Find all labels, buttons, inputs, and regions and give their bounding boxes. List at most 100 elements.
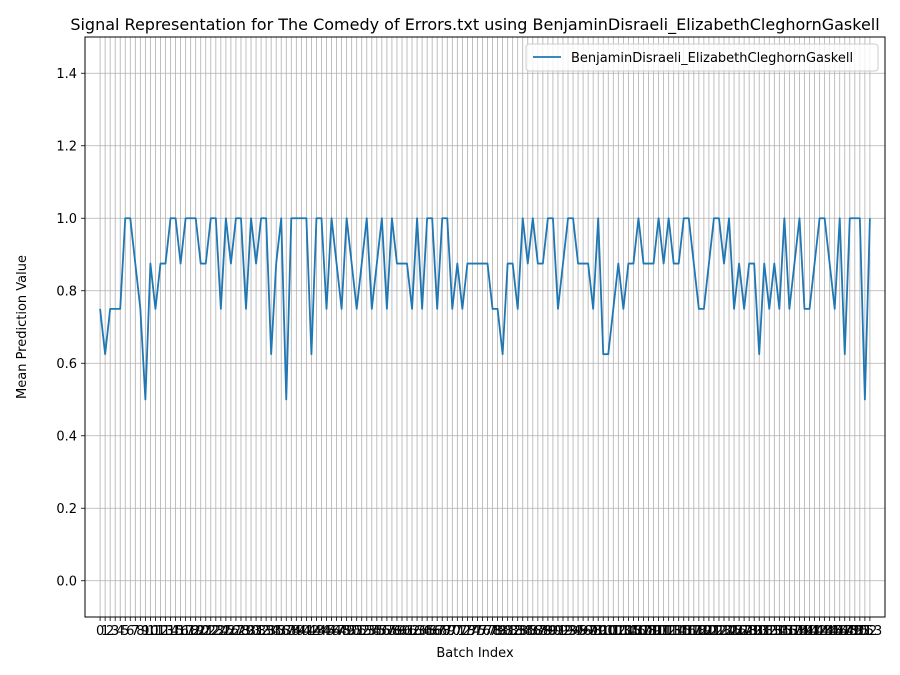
x-tick-label: 13 [157,624,174,639]
x-tick-label: 111 [646,624,671,639]
x-tick-label: 118 [681,624,706,639]
x-tick-label: 109 [636,624,661,639]
x-tick-label: 39 [288,624,305,639]
x-tick-label: 57 [379,624,396,639]
x-axis-label: Batch Index [436,646,514,661]
x-tick-label: 94 [565,624,582,639]
x-tick-label: 45 [318,624,335,639]
x-tick-label: 14 [162,624,179,639]
x-tick-label: 35 [268,624,285,639]
x-tick-label: 62 [404,624,421,639]
x-tick-label: 147 [827,624,852,639]
x-tick-label: 107 [626,624,651,639]
x-tick-label: 121 [696,624,721,639]
x-tick-label: 126 [722,624,747,639]
x-tick-label: 97 [580,624,597,639]
legend-box [525,43,879,72]
x-tick-label: 69 [439,624,456,639]
x-tick-label: 37 [278,624,295,639]
x-tick-label: 138 [782,624,807,639]
x-tick-label: 40 [293,624,310,639]
x-tick-label: 44 [313,624,330,639]
x-tick-label: 128 [732,624,757,639]
x-tick-label: 127 [727,624,752,639]
x-tick-label: 5 [121,624,129,639]
plot-frame [84,36,886,618]
x-tick-label: 9 [141,624,149,639]
x-tick-label: 1 [101,624,109,639]
x-tick-label: 54 [364,624,381,639]
x-tick-label: 123 [707,624,732,639]
x-tick-label: 134 [762,624,787,639]
x-tick-label: 139 [787,624,812,639]
y-tick-label: 1.0 [56,212,77,227]
x-tick-label: 59 [389,624,406,639]
x-tick-label: 64 [414,624,431,639]
legend-label: BenjaminDisraeli_ElizabethCleghornGaskel… [571,51,853,66]
x-tick-label: 146 [822,624,847,639]
x-tick-label: 100 [591,624,616,639]
x-tick-label: 2 [106,624,114,639]
x-tick-label: 75 [469,624,486,639]
x-tick-label: 93 [560,624,577,639]
x-tick-label: 143 [807,624,832,639]
x-tick-label: 52 [353,624,370,639]
x-tick-label: 140 [792,624,817,639]
x-tick-label: 130 [742,624,767,639]
x-tick-label: 80 [494,624,511,639]
x-tick-label: 152 [852,624,877,639]
x-tick-label: 116 [671,624,696,639]
x-tick-label: 33 [258,624,275,639]
x-tick-label: 66 [424,624,441,639]
y-tick-label: 0.8 [56,284,77,299]
x-tick-label: 79 [489,624,506,639]
x-tick-label: 36 [273,624,290,639]
x-tick-label: 87 [530,624,547,639]
x-tick-label: 58 [384,624,401,639]
x-tick-label: 34 [263,624,280,639]
x-tick-label: 71 [449,624,466,639]
x-tick-label: 90 [545,624,562,639]
x-tick-label: 86 [525,624,542,639]
x-tick-label: 18 [182,624,199,639]
x-tick-label: 151 [847,624,872,639]
x-tick-label: 10 [142,624,159,639]
x-tick-label: 73 [459,624,476,639]
x-tick-label: 105 [616,624,641,639]
x-tick-label: 95 [570,624,587,639]
y-tick-label: 0.4 [56,429,77,444]
x-tick-label: 137 [777,624,802,639]
x-tick-label: 85 [519,624,536,639]
x-tick-label: 76 [474,624,491,639]
x-tick-label: 115 [666,624,691,639]
x-tick-label: 50 [343,624,360,639]
x-tick-label: 99 [590,624,607,639]
x-tick-label: 72 [454,624,471,639]
x-tick-label: 104 [611,624,636,639]
x-tick-label: 149 [837,624,862,639]
x-tick-label: 28 [233,624,250,639]
x-tick-label: 92 [555,624,572,639]
x-tick-label: 67 [429,624,446,639]
x-tick-label: 89 [540,624,557,639]
x-tick-label: 91 [550,624,567,639]
x-tick-label: 88 [535,624,552,639]
y-tick-label: 0.6 [56,357,77,372]
x-tick-label: 8 [136,624,144,639]
x-tick-label: 61 [399,624,416,639]
x-tick-label: 78 [484,624,501,639]
y-tick-label: 1.2 [56,139,77,154]
x-tick-label: 51 [348,624,365,639]
x-axis-ticks: 0123456789101112131415161718192021222324… [96,617,882,639]
x-tick-label: 65 [419,624,436,639]
x-tick-label: 30 [243,624,260,639]
x-tick-label: 119 [686,624,711,639]
x-gridlines [99,37,871,617]
x-tick-label: 98 [585,624,602,639]
x-tick-label: 4 [116,624,124,639]
x-tick-label: 132 [752,624,777,639]
x-tick-label: 83 [509,624,526,639]
x-tick-label: 133 [757,624,782,639]
y-tick-label: 0.0 [56,574,77,589]
